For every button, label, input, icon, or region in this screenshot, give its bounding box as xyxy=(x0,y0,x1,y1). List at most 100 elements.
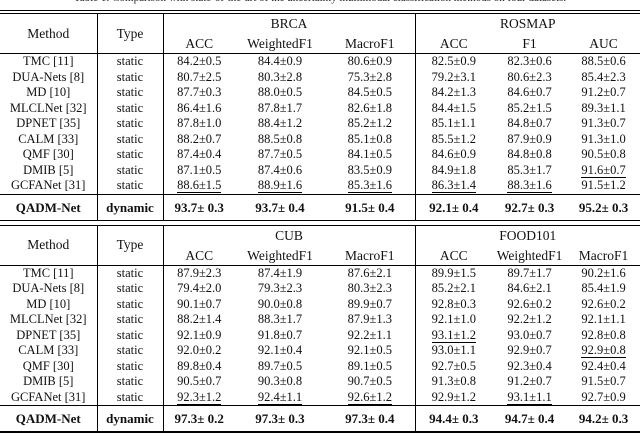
value-text: 79.4±2.0 xyxy=(177,281,222,295)
value-text: 85.1±0.8 xyxy=(347,131,392,146)
value-text: 85.3±1.7 xyxy=(507,162,552,177)
type-cell: static xyxy=(96,147,163,163)
value-text: 91.5±0.7 xyxy=(581,374,626,388)
table-body: TMC [11] static 87.9±2.3 87.4±1.9 87.6±2.1 89… xyxy=(0,265,640,432)
value-text: 92.3±1.2 xyxy=(177,389,222,405)
value-text: 90.2±1.6 xyxy=(581,265,626,280)
value-text: 91.3±0.7 xyxy=(581,116,626,130)
results-table-brca-rosmap: Method Type BRCA ROSMAP ACC WeightedF1 MacroF1… xyxy=(0,10,640,221)
table-row: DPNET [35] static 87.8±1.0 88.4±1.2 85.2±1.2… xyxy=(0,116,640,132)
value-cell: 86.3±1.4 xyxy=(414,178,493,194)
value-cell: 80.3±2.8 xyxy=(235,70,325,86)
value-cell: 92.2±1.1 xyxy=(325,328,415,344)
value-cell: 84.9±1.8 xyxy=(414,162,493,178)
type-cell: static xyxy=(96,100,163,116)
value-text: 94.2± 0.3 xyxy=(578,411,629,426)
subcol-header-macrof1: MacroF1 xyxy=(567,245,640,266)
value-text: 83.5±0.9 xyxy=(347,162,392,177)
value-text: 87.9±1.3 xyxy=(347,312,392,326)
header-row-groups: Method Type CUB FOOD101 xyxy=(0,225,640,266)
group-header-cub: CUB xyxy=(162,225,416,246)
group-header-brca: BRCA xyxy=(162,12,416,34)
value-cell: 90.7±0.5 xyxy=(325,374,415,390)
value-cell: 91.6±0.7 xyxy=(567,162,640,179)
value-text: 92.1±1.0 xyxy=(431,312,476,326)
type-cell: static xyxy=(96,116,163,132)
value-cell: 87.4±0.6 xyxy=(235,163,325,179)
col-header-method: Method xyxy=(0,12,97,54)
type-cell: static xyxy=(96,178,163,194)
method-cell: CALM [33] xyxy=(18,343,79,357)
table-row: TMC [11] static 84.2±0.5 84.4±0.9 80.6±0.9 82… xyxy=(0,53,640,70)
value-cell: 88.3±1.7 xyxy=(235,312,325,328)
value-cell: 90.5±0.8 xyxy=(567,147,640,163)
value-cell: 88.6±1.5 xyxy=(162,178,235,194)
value-text: 92.9±0.7 xyxy=(507,343,552,357)
value-text: 91.6±0.7 xyxy=(581,162,626,178)
value-text: 92.9±1.2 xyxy=(431,389,476,404)
value-cell: 92.2±1.2 xyxy=(492,312,567,328)
value-cell: 91.8±0.7 xyxy=(235,328,325,344)
value-text: 88.4±1.2 xyxy=(257,116,303,130)
type-cell: static xyxy=(96,85,163,101)
value-cell: 85.3±1.6 xyxy=(325,178,415,194)
value-text: 88.9±1.6 xyxy=(257,178,303,193)
type-cell: static xyxy=(96,327,163,343)
value-cell: 87.7±0.3 xyxy=(162,85,235,101)
value-text: 97.3± 0.4 xyxy=(345,411,395,426)
value-cell: 85.3±1.7 xyxy=(492,163,567,179)
value-cell: 89.9±0.7 xyxy=(325,297,415,313)
value-text: 92.6±0.2 xyxy=(581,296,626,311)
value-text: 92.2±1.1 xyxy=(347,327,392,342)
value-text: 88.6±1.5 xyxy=(177,178,222,193)
value-cell: 92.1±0.5 xyxy=(325,343,415,359)
value-cell: 92.3±1.2 xyxy=(162,389,235,406)
value-cell: 84.2±1.3 xyxy=(414,85,493,101)
table-row: DMIB [5] static 90.5±0.7 90.3±0.8 90.7±0.5 91… xyxy=(0,374,640,390)
value-cell: 84.5±0.5 xyxy=(325,85,415,101)
value-cell: 92.9±0.8 xyxy=(567,343,640,359)
table-row: CALM [33] static 88.2±0.7 88.5±0.8 85.1±0.8 8… xyxy=(0,131,640,148)
value-text: 84.6±0.9 xyxy=(431,147,476,161)
table-body: TMC [11] static 84.2±0.5 84.4±0.9 80.6±0.9 82… xyxy=(0,53,640,220)
table-row-highlight: QADM-Net dynamic 97.3± 0.2 97.3± 0.3 97.3± 0… xyxy=(0,405,640,432)
value-cell: 84.8±0.8 xyxy=(492,147,567,163)
table-header: Method Type CUB FOOD101 ACC WeightedF1 MacroF1… xyxy=(0,225,640,266)
value-text: 92.8±0.8 xyxy=(581,327,626,342)
value-cell: 82.6±1.8 xyxy=(325,101,415,117)
value-cell: 88.2±0.7 xyxy=(162,131,235,147)
value-cell: 84.4±0.9 xyxy=(235,54,325,70)
method-cell: GCFANet [31] xyxy=(11,178,86,192)
value-cell: 85.2±1.5 xyxy=(492,101,567,117)
value-text: 79.3±2.3 xyxy=(257,281,303,295)
value-text: 85.1±1.1 xyxy=(431,116,476,130)
value-cell: 88.0±0.5 xyxy=(235,85,325,101)
value-text: 87.8±1.0 xyxy=(177,116,222,130)
value-cell: 91.3±1.0 xyxy=(567,132,640,148)
value-cell: 84.6±0.9 xyxy=(414,147,493,163)
value-text: 92.4±0.4 xyxy=(581,358,626,373)
value-text: 95.2± 0.3 xyxy=(578,199,629,215)
value-text: 91.2±0.7 xyxy=(507,374,552,388)
value-cell: 93.0±0.7 xyxy=(492,328,567,344)
type-cell: dynamic xyxy=(96,405,163,432)
value-text: 84.6±0.7 xyxy=(507,85,552,99)
value-text: 84.2±1.3 xyxy=(431,85,476,99)
value-cell: 91.2±0.7 xyxy=(567,85,640,101)
type-cell: static xyxy=(96,162,163,178)
table-caption: Table 1: Comparison with state-of-the-ar… xyxy=(0,0,640,7)
subcol-header-weightedf1: WeightedF1 xyxy=(492,245,568,266)
value-cell: 85.1±0.8 xyxy=(325,132,415,148)
subcol-header-f1: F1 xyxy=(492,34,568,54)
value-text: 88.2±0.7 xyxy=(177,131,222,146)
value-cell: 89.9±1.5 xyxy=(414,265,493,281)
value-text: 97.3± 0.3 xyxy=(255,411,305,426)
type-cell: static xyxy=(96,374,163,390)
value-cell: 89.1±0.5 xyxy=(325,359,415,375)
value-cell: 90.1±0.7 xyxy=(162,296,235,312)
value-text: 92.1±1.1 xyxy=(581,312,626,326)
value-cell: 85.2±1.2 xyxy=(325,116,415,132)
table-header: Method Type BRCA ROSMAP ACC WeightedF1 MacroF1… xyxy=(0,12,640,54)
subcol-header-acc: ACC xyxy=(162,34,235,54)
